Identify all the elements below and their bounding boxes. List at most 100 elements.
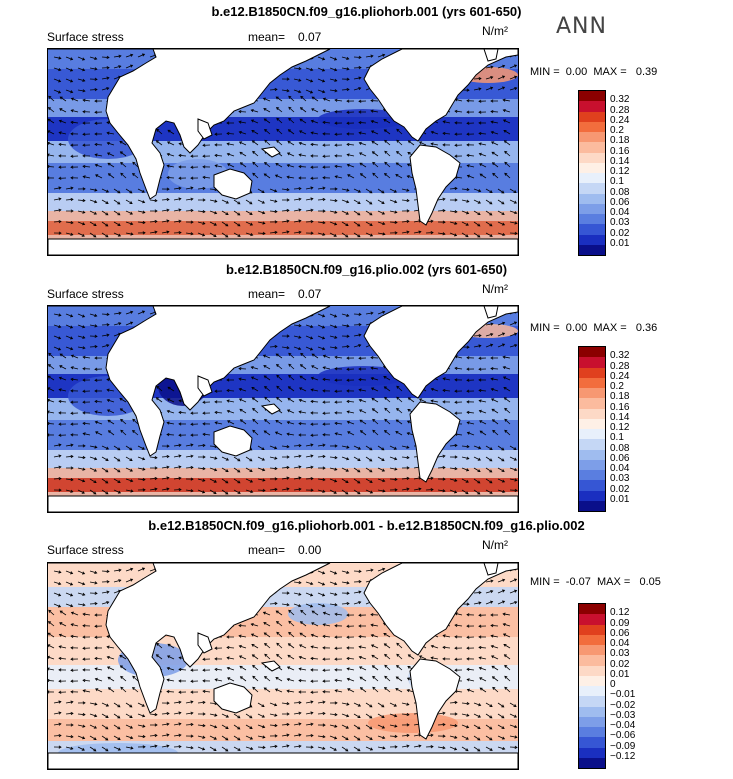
mean-value: 0.00 — [298, 543, 322, 557]
min-label: MIN = — [530, 66, 560, 78]
colorbar-tick-label: 0.28 — [610, 104, 630, 116]
colorbar-tick-label: 0.28 — [610, 360, 630, 372]
colorbar-tick-label: 0.06 — [610, 452, 630, 464]
colorbar-tick-label: −0.03 — [610, 709, 636, 721]
colorbar-tick-label: −0.12 — [610, 750, 636, 762]
colorbar-tick-label: 0.08 — [610, 186, 630, 198]
colorbar-swatch — [579, 224, 605, 235]
colorbar-tick-label: 0.18 — [610, 391, 630, 403]
colorbar-swatch — [579, 173, 605, 184]
units-label: N/m² — [482, 24, 508, 38]
surface-stress-map — [47, 305, 519, 513]
colorbar-tick-label: 0.04 — [610, 638, 630, 649]
colorbar-swatch — [579, 490, 605, 501]
colorbar-swatch — [579, 203, 605, 214]
mean-label: mean= — [248, 287, 286, 301]
colorbar-tick-label: 0.24 — [610, 114, 630, 126]
colorbar-tick-label: 0.24 — [610, 370, 630, 382]
colorbar-swatch — [579, 716, 605, 727]
colorbar-tick-label: 0.02 — [610, 227, 630, 239]
colorbar-swatch — [579, 757, 605, 768]
colorbar-swatch — [579, 152, 605, 163]
units-label: N/m² — [482, 282, 508, 296]
colorbar-swatch — [579, 727, 605, 738]
colorbar-tick-label: 0.32 — [610, 350, 630, 362]
colorbar-swatch — [579, 449, 605, 460]
colorbar-swatch — [579, 500, 605, 511]
min-label: MIN = — [530, 322, 560, 334]
max-value: 0.36 — [635, 322, 658, 334]
mean-label: mean= — [248, 543, 286, 557]
colorbar-swatch — [579, 459, 605, 470]
colorbar-tick-label: 0.12 — [610, 607, 630, 619]
colorbar-tick-label: −0.02 — [610, 699, 636, 711]
colorbar-swatch — [579, 214, 605, 225]
colorbar-tick-label: 0.14 — [610, 411, 630, 423]
colorbar-tick-label: 0.03 — [610, 648, 630, 660]
panel-title: b.e12.B1850CN.f09_g16.pliohorb.001 - b.e… — [148, 518, 585, 533]
colorbar-swatch — [579, 470, 605, 481]
colorbar-tick-label: 0.03 — [610, 473, 630, 485]
colorbar-swatch — [579, 675, 605, 686]
colorbar-swatch — [579, 367, 605, 378]
colorbar-swatch — [579, 357, 605, 368]
colorbar-swatch — [579, 614, 605, 625]
colorbar-tick-label: 0.1 — [610, 176, 624, 188]
colorbar-swatch — [579, 347, 605, 358]
colorbar-swatch — [579, 193, 605, 204]
colorbar-tick-label: 0.01 — [610, 668, 630, 680]
units-label: N/m² — [482, 538, 508, 552]
max-label: MAX = — [593, 322, 627, 334]
colorbar-tick-label: −0.04 — [610, 720, 636, 731]
colorbar-swatch — [579, 429, 605, 440]
panel-title: b.e12.B1850CN.f09_g16.plio.002 (yrs 601-… — [225, 262, 508, 277]
surface-stress-map — [47, 48, 519, 256]
mean-value: 0.07 — [298, 287, 322, 301]
panel-title: b.e12.B1850CN.f09_g16.pliohorb.001 (yrs … — [211, 4, 522, 19]
colorbar-swatch — [579, 737, 605, 748]
min-max-readout: MIN = -0.07 MAX = 0.05 — [530, 576, 661, 588]
colorbar-tick-label: 0.06 — [610, 196, 630, 208]
colorbar-swatch — [579, 183, 605, 194]
colorbar — [578, 346, 606, 512]
mean-value: 0.07 — [298, 30, 322, 44]
min-max-readout: MIN = 0.00 MAX = 0.39 — [530, 66, 657, 78]
colorbar-tick-label: 0.08 — [610, 442, 630, 454]
colorbar-swatch — [579, 408, 605, 419]
colorbar-swatch — [579, 121, 605, 132]
colorbar-swatch — [579, 624, 605, 635]
colorbar-swatch — [579, 234, 605, 245]
season-label: ANN — [556, 14, 607, 39]
colorbar-tick-label: 0.01 — [610, 493, 630, 505]
colorbar-tick-label: 0.14 — [610, 155, 630, 167]
min-max-readout: MIN = 0.00 MAX = 0.36 — [530, 322, 657, 334]
colorbar-tick-label: 0.04 — [610, 207, 630, 218]
colorbar-swatch — [579, 696, 605, 707]
colorbar-tick-label: −0.06 — [610, 730, 636, 742]
colorbar-swatch — [579, 706, 605, 717]
colorbar-swatch — [579, 398, 605, 409]
colorbar-swatch — [579, 480, 605, 491]
variable-label: Surface stress — [47, 287, 124, 301]
colorbar-swatch — [579, 244, 605, 255]
colorbar-tick-label: −0.09 — [610, 740, 636, 752]
colorbar-tick-label: 0.16 — [610, 401, 630, 413]
colorbar-swatch — [579, 634, 605, 645]
colorbar-swatch — [579, 132, 605, 143]
max-label: MAX = — [596, 576, 631, 588]
colorbar-swatch — [579, 388, 605, 399]
colorbar-swatch — [579, 142, 605, 153]
variable-label: Surface stress — [47, 30, 124, 44]
colorbar-tick-label: 0.2 — [610, 125, 624, 136]
surface-stress-difference-map — [47, 562, 519, 770]
colorbar-tick-label: 0.18 — [610, 135, 630, 147]
colorbar-tick-label: 0.02 — [610, 483, 630, 495]
colorbar-tick-label: 0.04 — [610, 463, 630, 474]
colorbar-swatch — [579, 101, 605, 112]
colorbar-swatch — [579, 439, 605, 450]
colorbar-tick-label: 0.06 — [610, 627, 630, 639]
colorbar-swatch — [579, 604, 605, 615]
colorbar-swatch — [579, 747, 605, 758]
colorbar-tick-label: 0 — [610, 679, 616, 690]
colorbar-swatch — [579, 91, 605, 102]
